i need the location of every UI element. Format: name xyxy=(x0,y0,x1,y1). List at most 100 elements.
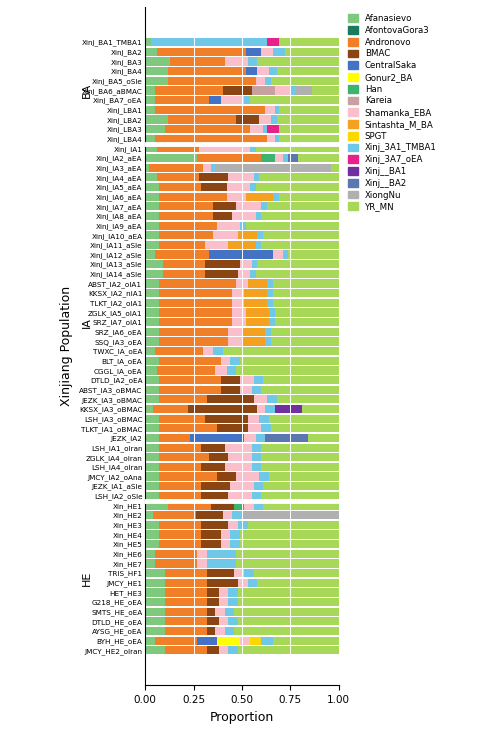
Bar xyxy=(308,434,339,442)
Bar xyxy=(234,502,244,510)
Bar xyxy=(197,636,217,644)
Bar xyxy=(155,636,197,644)
Bar xyxy=(230,540,240,548)
Bar xyxy=(207,617,219,625)
Bar xyxy=(261,492,339,500)
Bar xyxy=(236,472,259,480)
Bar xyxy=(252,86,275,95)
Bar xyxy=(145,472,159,480)
Bar xyxy=(155,550,197,558)
Bar xyxy=(165,598,207,607)
Bar xyxy=(199,144,250,152)
Bar xyxy=(145,434,159,442)
Bar xyxy=(252,463,261,471)
Bar xyxy=(211,502,234,510)
Bar xyxy=(248,521,339,529)
Bar xyxy=(265,328,271,336)
Bar xyxy=(207,627,215,635)
Bar xyxy=(201,463,225,471)
Bar xyxy=(145,531,159,539)
Bar xyxy=(145,115,168,123)
Bar xyxy=(248,279,267,288)
Bar xyxy=(219,588,228,596)
Bar xyxy=(275,405,302,413)
Bar xyxy=(238,617,339,625)
Bar xyxy=(215,366,227,375)
Bar xyxy=(207,608,215,616)
Bar xyxy=(159,192,227,200)
Bar xyxy=(223,511,232,519)
Bar xyxy=(145,231,159,239)
Bar xyxy=(271,115,277,123)
Bar xyxy=(157,366,215,375)
Bar xyxy=(302,405,339,413)
Bar xyxy=(201,482,230,491)
Bar xyxy=(199,174,228,182)
Bar xyxy=(201,183,227,191)
Bar xyxy=(145,608,165,616)
Bar xyxy=(223,347,339,355)
Bar xyxy=(227,183,250,191)
Bar xyxy=(273,251,283,259)
Bar xyxy=(159,463,201,471)
Bar xyxy=(232,511,242,519)
Bar xyxy=(223,86,252,95)
Bar xyxy=(145,212,159,220)
Bar xyxy=(269,472,339,480)
Bar xyxy=(145,617,165,625)
Bar xyxy=(159,395,207,403)
Bar xyxy=(285,48,339,56)
Bar xyxy=(261,386,339,394)
Bar xyxy=(242,511,339,519)
Bar xyxy=(236,559,339,568)
Bar xyxy=(279,192,339,200)
Bar xyxy=(197,550,207,558)
Bar xyxy=(168,77,256,85)
Bar xyxy=(331,163,339,172)
Bar xyxy=(165,646,207,655)
Bar xyxy=(250,270,256,278)
Bar xyxy=(145,86,155,95)
Bar xyxy=(238,521,248,529)
Bar xyxy=(238,579,248,587)
Bar xyxy=(145,540,159,548)
Bar xyxy=(246,48,261,56)
Bar xyxy=(267,299,273,307)
Bar xyxy=(230,531,240,539)
Bar xyxy=(211,163,215,172)
Bar xyxy=(159,356,221,364)
Bar xyxy=(256,144,339,152)
Bar xyxy=(228,646,238,655)
Bar xyxy=(159,279,236,288)
Bar xyxy=(196,511,223,519)
Bar xyxy=(163,270,205,278)
Bar xyxy=(215,627,225,635)
Bar xyxy=(275,86,290,95)
Bar xyxy=(257,58,339,66)
Bar xyxy=(250,636,261,644)
Bar xyxy=(279,125,339,133)
Bar xyxy=(188,405,257,413)
Bar xyxy=(145,636,155,644)
Bar xyxy=(159,328,228,336)
Bar xyxy=(296,86,312,95)
Bar xyxy=(145,338,159,346)
Bar xyxy=(232,318,246,327)
Bar xyxy=(217,222,240,230)
Bar xyxy=(207,646,219,655)
Bar xyxy=(261,424,271,432)
Bar xyxy=(159,453,209,461)
Bar xyxy=(205,241,228,249)
Bar xyxy=(207,395,254,403)
Bar xyxy=(153,511,196,519)
Bar xyxy=(273,192,279,200)
Bar xyxy=(151,38,267,47)
Bar xyxy=(168,115,236,123)
Bar xyxy=(155,96,209,104)
X-axis label: Proportion: Proportion xyxy=(210,711,274,724)
Bar xyxy=(277,67,339,75)
Bar xyxy=(228,338,242,346)
Bar xyxy=(159,482,201,491)
Bar xyxy=(298,154,339,162)
Bar xyxy=(145,550,155,558)
